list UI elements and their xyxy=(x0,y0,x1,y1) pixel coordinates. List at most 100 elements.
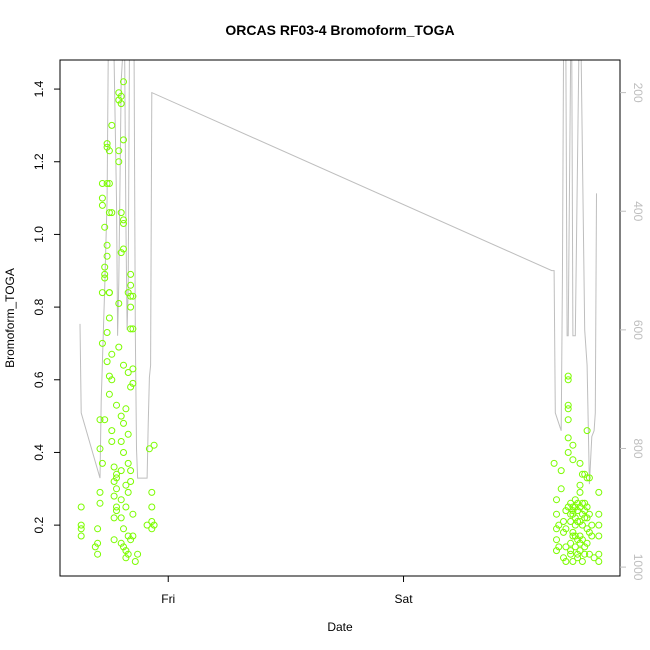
data-point xyxy=(578,470,586,478)
y-tick-label: 0.8 xyxy=(32,298,46,315)
bromoform-points xyxy=(77,78,603,565)
data-point xyxy=(103,329,111,336)
data-point xyxy=(127,303,135,311)
data-point xyxy=(103,358,111,366)
data-point xyxy=(110,492,118,500)
data-point xyxy=(574,536,582,544)
data-point xyxy=(567,539,575,547)
data-point xyxy=(569,456,577,464)
data-point xyxy=(553,525,560,533)
data-point xyxy=(129,510,137,518)
data-point xyxy=(98,201,106,209)
data-point xyxy=(574,499,582,507)
data-point xyxy=(101,416,109,424)
data-point xyxy=(94,550,102,558)
y-right-tick-label: 200 xyxy=(631,83,645,103)
data-point xyxy=(117,209,125,217)
data-point xyxy=(124,459,132,467)
data-point xyxy=(560,554,567,562)
data-point xyxy=(134,550,142,558)
data-point xyxy=(117,100,125,108)
data-point xyxy=(562,543,570,551)
data-point xyxy=(569,441,577,449)
data-point xyxy=(77,525,85,533)
x-axis: Fri Sat xyxy=(161,576,413,606)
data-point xyxy=(576,518,584,525)
data-point xyxy=(110,463,118,471)
data-point xyxy=(98,180,106,187)
chart-title: ORCAS RF03-4 Bromoform_TOGA xyxy=(225,22,454,38)
data-point xyxy=(103,180,111,187)
y-tick-label: 0.2 xyxy=(32,516,46,533)
data-point xyxy=(122,503,130,511)
data-point xyxy=(124,550,132,558)
data-point xyxy=(560,528,567,536)
data-point xyxy=(98,339,106,347)
data-point xyxy=(569,510,577,518)
data-point xyxy=(120,543,127,551)
data-point xyxy=(583,525,591,533)
data-point xyxy=(103,241,111,249)
y-axis-label: Bromoform_TOGA xyxy=(3,268,17,368)
data-point xyxy=(77,521,85,529)
data-point xyxy=(550,459,558,467)
data-point xyxy=(127,467,135,475)
data-point xyxy=(585,528,593,536)
data-point xyxy=(567,499,575,507)
data-point xyxy=(569,558,577,565)
data-point xyxy=(571,532,579,540)
data-point xyxy=(108,121,116,129)
data-point xyxy=(103,143,111,151)
data-point xyxy=(117,92,125,100)
data-point xyxy=(569,503,577,511)
data-point xyxy=(569,532,577,540)
data-point xyxy=(555,543,563,551)
data-point xyxy=(103,252,111,260)
data-point xyxy=(105,372,113,380)
data-point xyxy=(560,518,567,525)
data-point xyxy=(103,140,111,148)
data-point xyxy=(120,78,127,86)
data-point xyxy=(576,547,584,555)
data-point xyxy=(564,449,572,456)
data-point xyxy=(127,270,135,278)
data-point xyxy=(595,521,603,529)
data-point xyxy=(115,89,123,97)
data-point xyxy=(105,289,113,297)
data-point xyxy=(122,547,130,555)
data-point xyxy=(120,220,127,227)
data-point xyxy=(564,503,572,511)
data-point xyxy=(150,441,158,449)
data-point xyxy=(105,180,113,187)
data-point xyxy=(105,314,113,322)
data-point xyxy=(110,478,118,485)
data-point xyxy=(117,438,125,445)
data-point xyxy=(127,383,135,391)
data-point xyxy=(122,481,130,489)
data-point xyxy=(578,499,586,507)
data-point xyxy=(101,274,109,282)
data-point xyxy=(578,510,586,518)
data-point xyxy=(98,289,106,297)
data-point xyxy=(127,292,135,300)
data-point xyxy=(91,543,99,551)
data-point xyxy=(120,216,127,224)
data-point xyxy=(127,281,135,289)
data-point xyxy=(124,289,132,297)
data-point xyxy=(129,365,137,373)
data-point xyxy=(117,514,125,522)
data-point xyxy=(96,416,104,424)
data-point xyxy=(564,434,572,442)
data-point xyxy=(108,209,116,217)
data-point xyxy=(585,474,593,482)
data-point xyxy=(117,412,125,420)
data-point xyxy=(113,485,120,493)
data-point xyxy=(110,514,118,522)
data-point xyxy=(567,510,575,518)
data-point xyxy=(96,488,104,496)
data-point xyxy=(120,449,127,456)
data-point xyxy=(576,532,584,540)
data-point xyxy=(117,539,125,547)
y-tick-label: 1.4 xyxy=(32,80,46,97)
data-point xyxy=(129,532,137,540)
